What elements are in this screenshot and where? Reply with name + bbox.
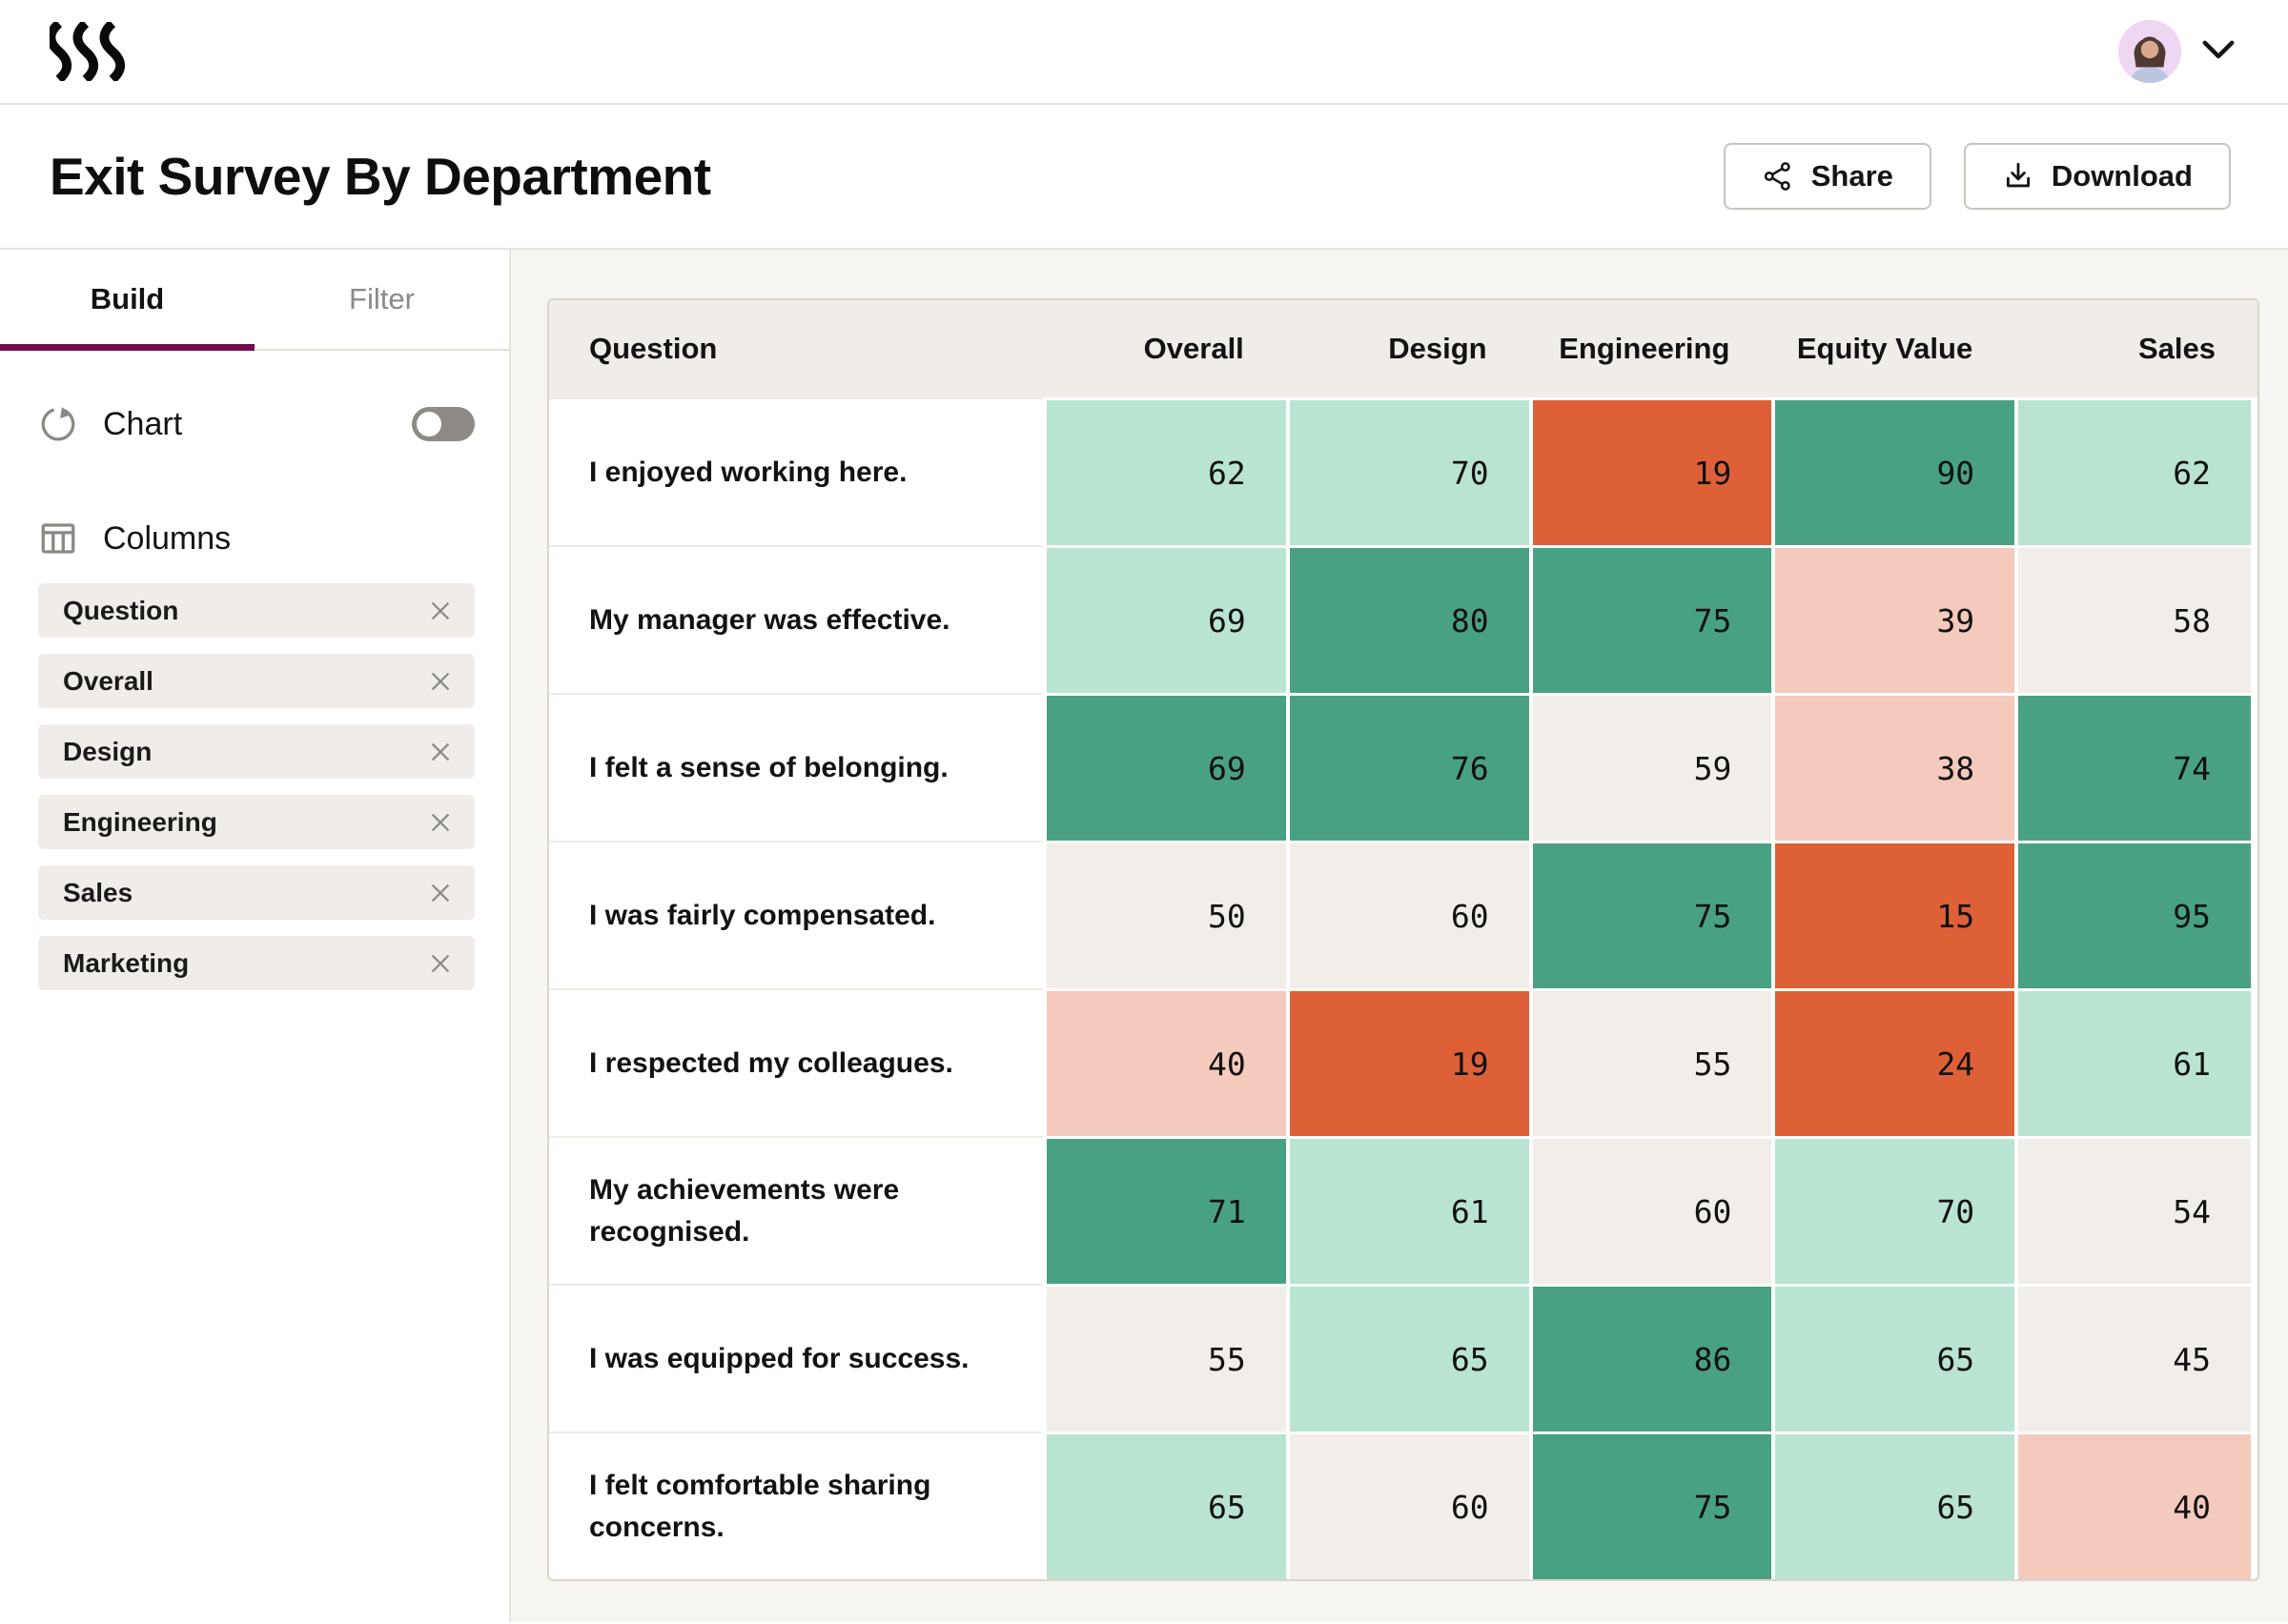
value-cell: 40 bbox=[2014, 1431, 2257, 1579]
rippling-logo[interactable] bbox=[50, 22, 130, 81]
value-cell: 60 bbox=[1528, 1136, 1772, 1284]
chip-label: Engineering bbox=[63, 806, 217, 837]
chart-toggle[interactable] bbox=[412, 407, 475, 441]
value-cell: 69 bbox=[1043, 693, 1286, 841]
value-cell: 65 bbox=[1771, 1431, 2015, 1579]
value-cell: 19 bbox=[1285, 988, 1529, 1136]
value-cell: 74 bbox=[2014, 693, 2257, 841]
remove-column-icon[interactable] bbox=[427, 739, 454, 765]
question-cell: I enjoyed working here. bbox=[549, 397, 1043, 545]
value-cell: 45 bbox=[2014, 1284, 2257, 1431]
value-cell: 40 bbox=[1043, 988, 1286, 1136]
tab-filter[interactable]: Filter bbox=[349, 282, 415, 315]
remove-column-icon[interactable] bbox=[427, 950, 454, 977]
value-cell: 38 bbox=[1771, 693, 2015, 841]
page-title: Exit Survey By Department bbox=[50, 147, 711, 206]
chart-label: Chart bbox=[103, 405, 183, 442]
value-cell: 69 bbox=[1043, 545, 1286, 693]
value-cell: 50 bbox=[1043, 841, 1286, 988]
column-chip-sales[interactable]: Sales bbox=[38, 865, 475, 920]
question-cell: I felt comfortable sharing concerns. bbox=[549, 1431, 1043, 1579]
chart-toggle-row: Chart bbox=[38, 404, 475, 444]
column-chip-question[interactable]: Question bbox=[38, 583, 475, 638]
remove-column-icon[interactable] bbox=[427, 668, 454, 695]
chip-label: Design bbox=[63, 736, 153, 766]
value-cell: 65 bbox=[1771, 1284, 2015, 1431]
column-chip-design[interactable]: Design bbox=[38, 724, 475, 779]
value-cell: 15 bbox=[1771, 841, 2015, 988]
value-cell: 54 bbox=[2014, 1136, 2257, 1284]
value-cell: 80 bbox=[1285, 545, 1529, 693]
value-cell: 58 bbox=[2014, 545, 2257, 693]
value-cell: 60 bbox=[1285, 841, 1529, 988]
title-bar: Exit Survey By Department Share bbox=[0, 105, 2288, 250]
sidebar-tabs: Build Filter bbox=[0, 250, 509, 351]
remove-column-icon[interactable] bbox=[427, 880, 454, 906]
chip-label: Question bbox=[63, 595, 179, 625]
column-chip-marketing[interactable]: Marketing bbox=[38, 936, 475, 990]
chip-label: Overall bbox=[63, 665, 153, 696]
value-cell: 65 bbox=[1043, 1431, 1286, 1579]
share-button[interactable]: Share bbox=[1723, 143, 1931, 210]
pie-chart-icon bbox=[38, 404, 78, 444]
sidebar: Build Filter Chart bbox=[0, 250, 511, 1622]
column-header-design: Design bbox=[1285, 300, 1529, 397]
column-chip-overall[interactable]: Overall bbox=[38, 654, 475, 708]
value-cell: 24 bbox=[1771, 988, 2015, 1136]
main-panel: Question Overall Design Engineering Equi… bbox=[511, 250, 2288, 1622]
value-cell: 86 bbox=[1528, 1284, 1772, 1431]
value-cell: 76 bbox=[1285, 693, 1529, 841]
value-cell: 19 bbox=[1528, 397, 1772, 545]
value-cell: 60 bbox=[1285, 1431, 1529, 1579]
user-menu[interactable] bbox=[2118, 20, 2235, 83]
download-button[interactable]: Download bbox=[1963, 143, 2231, 210]
value-cell: 62 bbox=[1043, 397, 1286, 545]
value-cell: 62 bbox=[2014, 397, 2257, 545]
column-chip-engineering[interactable]: Engineering bbox=[38, 795, 475, 849]
value-cell: 39 bbox=[1771, 545, 2015, 693]
value-cell: 70 bbox=[1285, 397, 1529, 545]
columns-list: Question Overall Design bbox=[38, 583, 475, 990]
chevron-down-icon[interactable] bbox=[2202, 39, 2235, 65]
content-area: Build Filter Chart bbox=[0, 250, 2288, 1622]
avatar[interactable] bbox=[2118, 20, 2181, 83]
column-header-question: Question bbox=[549, 300, 1043, 397]
question-cell: I respected my colleagues. bbox=[549, 988, 1043, 1136]
question-cell: My achievements were recognised. bbox=[549, 1136, 1043, 1284]
value-cell: 55 bbox=[1043, 1284, 1286, 1431]
value-cell: 75 bbox=[1528, 1431, 1772, 1579]
value-cell: 90 bbox=[1771, 397, 2015, 545]
columns-section-header: Columns bbox=[38, 518, 475, 558]
value-cell: 55 bbox=[1528, 988, 1772, 1136]
chip-label: Sales bbox=[63, 877, 133, 907]
value-cell: 61 bbox=[1285, 1136, 1529, 1284]
column-header-overall: Overall bbox=[1043, 300, 1286, 397]
chip-label: Marketing bbox=[63, 947, 190, 978]
remove-column-icon[interactable] bbox=[427, 809, 454, 836]
value-cell: 71 bbox=[1043, 1136, 1286, 1284]
question-cell: I felt a sense of belonging. bbox=[549, 693, 1043, 841]
value-cell: 61 bbox=[2014, 988, 2257, 1136]
column-header-sales: Sales bbox=[2014, 300, 2257, 397]
remove-column-icon[interactable] bbox=[427, 598, 454, 624]
top-bar bbox=[0, 0, 2288, 105]
question-cell: I was equipped for success. bbox=[549, 1284, 1043, 1431]
columns-icon bbox=[38, 518, 78, 558]
column-header-equity-value: Equity Value bbox=[1771, 300, 2015, 397]
question-cell: My manager was effective. bbox=[549, 545, 1043, 693]
value-cell: 75 bbox=[1528, 841, 1772, 988]
download-icon bbox=[2002, 160, 2034, 193]
question-cell: I was fairly compensated. bbox=[549, 841, 1043, 988]
value-cell: 65 bbox=[1285, 1284, 1529, 1431]
share-icon bbox=[1762, 160, 1794, 193]
value-cell: 70 bbox=[1771, 1136, 2015, 1284]
value-cell: 75 bbox=[1528, 545, 1772, 693]
value-cell: 95 bbox=[2014, 841, 2257, 988]
columns-label: Columns bbox=[103, 519, 232, 557]
column-header-engineering: Engineering bbox=[1528, 300, 1772, 397]
value-cell: 59 bbox=[1528, 693, 1772, 841]
heatmap-table: Question Overall Design Engineering Equi… bbox=[547, 298, 2259, 1581]
tab-build[interactable]: Build bbox=[0, 250, 255, 351]
header-actions: Share Download bbox=[1723, 143, 2231, 210]
